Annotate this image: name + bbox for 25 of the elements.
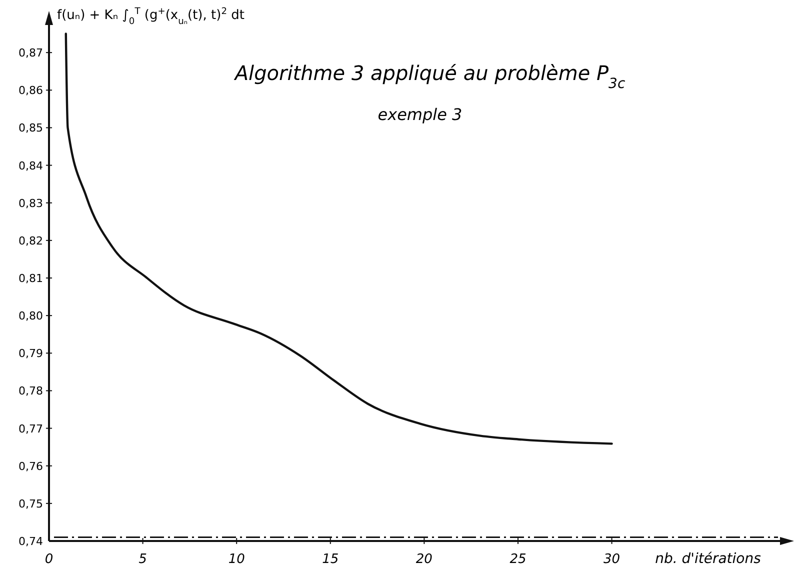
y-tick-label: 0,79 [18, 347, 43, 360]
y-tick-label: 0,75 [18, 497, 43, 510]
x-tick-label: 30 [604, 552, 620, 566]
text: f(uₙ) + Kₙ ∫$_{0}$$^{T}$ (g$^{+}$(x$_{uₙ}$(t), t)$^{2}$ dt [57, 7, 244, 27]
x-tick-label: 25 [510, 552, 526, 566]
y-tick-label: 0,80 [18, 310, 43, 323]
y-tick-label: 0,83 [18, 196, 43, 210]
y-tick-label: 0,82 [18, 234, 43, 248]
y-tick-label: 0,81 [18, 272, 43, 285]
y-tick-label: 0,85 [18, 122, 43, 135]
text: Algorithme 3 appliqué au problème P$_{3c}$ [232, 61, 626, 92]
y-tick-label: 0,78 [18, 384, 43, 398]
x-tick-label: 20 [416, 552, 432, 566]
text: exemple 3 [378, 105, 462, 124]
y-tick-label: 0,86 [18, 84, 43, 98]
y-tick-label: 0,84 [18, 159, 43, 172]
x-tick-label: 15 [322, 552, 339, 566]
x-tick-label: 5 [138, 552, 147, 566]
x-axis-title: nb. d'itérations [655, 551, 761, 566]
y-tick-label: 0,74 [18, 535, 43, 548]
y-tick-label: 0,87 [18, 46, 43, 60]
y-tick-label: 0,76 [18, 460, 43, 473]
x-tick-label: 10 [228, 552, 245, 566]
x-tick-label: 0 [44, 552, 54, 566]
y-tick-label: 0,77 [18, 422, 43, 436]
